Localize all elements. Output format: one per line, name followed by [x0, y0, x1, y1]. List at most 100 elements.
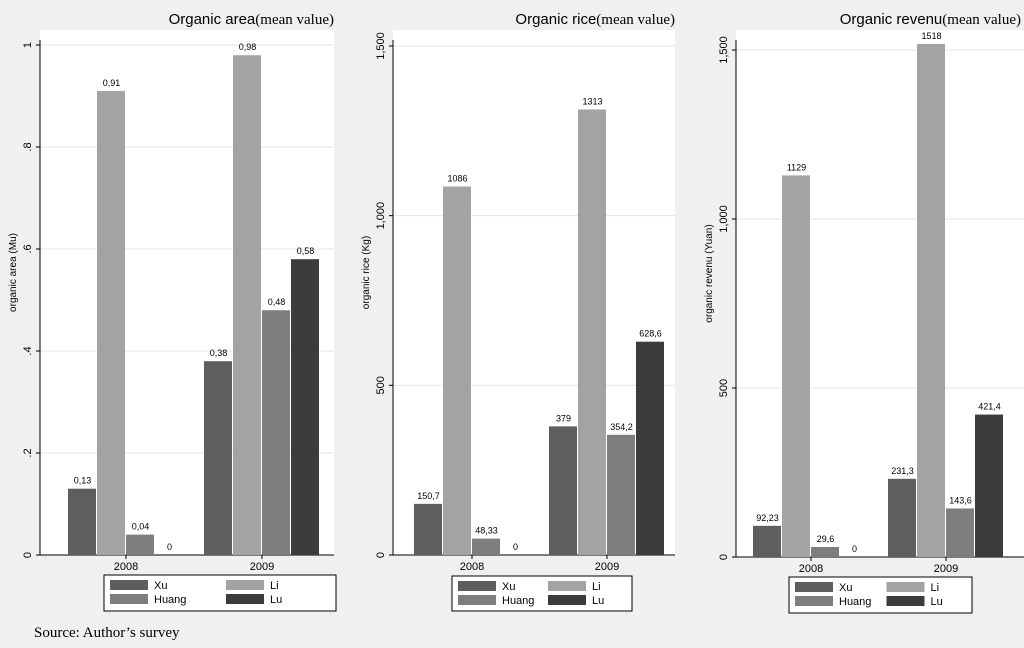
- legend-label-li: Li: [270, 580, 279, 592]
- legend-label-huang: Huang: [502, 595, 534, 607]
- legend-swatch-huang: [110, 594, 148, 604]
- y-tick-label: 0: [718, 554, 730, 560]
- legend-swatch-li: [226, 580, 264, 590]
- y-tick-label: .6: [22, 244, 34, 253]
- legend-label-xu: Xu: [502, 581, 515, 593]
- data-label: 0: [513, 542, 518, 552]
- bar-huang-2009: [946, 508, 974, 557]
- data-label: 379: [556, 413, 571, 423]
- legend-swatch-huang: [458, 595, 496, 605]
- data-label: 421,4: [978, 402, 1001, 412]
- bar-xu-2008: [68, 488, 96, 555]
- legend-label-xu: Xu: [839, 582, 852, 594]
- bar-li-2008: [782, 175, 810, 557]
- bar-huang-2009: [607, 434, 635, 555]
- chart-title-main: Organic rice: [515, 11, 596, 28]
- chart-panel-3: 0 500 1,000 1,500 organic revenu (Yuan) Organ…: [704, 11, 1024, 614]
- y-axis-label: organic revenu (Yuan): [704, 224, 715, 322]
- bar-huang-2008: [811, 546, 839, 557]
- bar-li-2008: [443, 186, 471, 555]
- legend-swatch-xu: [110, 580, 148, 590]
- chart-title-suffix: (mean value): [596, 12, 675, 28]
- bar-xu-2008: [753, 525, 781, 557]
- chart-title-suffix: (mean value): [942, 12, 1021, 28]
- legend-swatch-li: [886, 582, 925, 592]
- bar-li-2008: [97, 90, 125, 556]
- y-tick-label: 0: [22, 552, 34, 558]
- legend-label-li: Li: [931, 582, 940, 594]
- chart-panel-2: 0 500 1,000 1,500 organic rice (Kg) Organic r…: [361, 11, 675, 612]
- y-axis-label: organic area (Mu): [8, 233, 19, 312]
- data-label: 231,3: [891, 466, 914, 476]
- y-tick-label: .8: [22, 142, 34, 151]
- bar-li-2009: [578, 109, 606, 556]
- data-label: 143,6: [949, 495, 972, 505]
- legend-label-huang: Huang: [839, 596, 871, 608]
- data-label: 1313: [582, 96, 602, 106]
- y-tick-label: .4: [22, 346, 34, 355]
- bar-li-2009: [233, 55, 261, 555]
- legend-swatch-xu: [458, 581, 496, 591]
- y-tick-label: 1,000: [718, 205, 730, 233]
- legend-swatch-xu: [795, 582, 833, 592]
- bar-lu-2009: [291, 259, 319, 555]
- legend-swatch-lu: [548, 595, 586, 605]
- data-label: 150,7: [417, 491, 440, 501]
- x-tick-label: 2009: [934, 563, 958, 575]
- data-label: 1086: [447, 173, 467, 183]
- data-label: 0,04: [132, 522, 150, 532]
- x-tick-label: 2009: [250, 561, 274, 573]
- bar-lu-2009: [636, 341, 664, 555]
- chart-title: Organic rice(mean value): [515, 11, 675, 28]
- data-label: 1518: [921, 31, 941, 41]
- data-label: 0,98: [239, 42, 257, 52]
- legend-label-lu: Lu: [592, 595, 604, 607]
- legend-swatch-huang: [795, 596, 833, 606]
- x-tick-label: 2009: [595, 561, 619, 573]
- legend-swatch-lu: [226, 594, 264, 604]
- y-tick-label: 0: [375, 552, 387, 558]
- chart-panel-1: 0 .2 .4 .6 .8 1 organic area (Mu) Organic area(…: [8, 11, 337, 612]
- x-tick-label: 2008: [799, 563, 823, 575]
- y-tick-label: 1,000: [375, 202, 387, 230]
- bar-li-2009: [917, 43, 945, 557]
- data-label: 0: [167, 542, 172, 552]
- data-label: 0,13: [74, 476, 92, 486]
- y-tick-label: 1,500: [718, 36, 730, 64]
- bar-huang-2008: [126, 534, 154, 555]
- data-label: 0,38: [210, 348, 228, 358]
- y-tick-label: 500: [375, 376, 387, 394]
- data-label: 0,91: [103, 78, 121, 88]
- legend-swatch-lu: [886, 596, 925, 606]
- data-label: 48,33: [475, 526, 498, 536]
- data-label: 0: [852, 544, 857, 554]
- y-tick-label: 500: [718, 379, 730, 397]
- data-label: 0,48: [268, 297, 286, 307]
- y-tick-label: 1,500: [375, 32, 387, 60]
- data-label: 1129: [787, 162, 806, 172]
- chart-title-main: Organic area: [169, 11, 256, 28]
- bar-xu-2009: [888, 478, 916, 557]
- bar-xu-2008: [414, 503, 442, 555]
- data-label: 92,23: [756, 513, 779, 523]
- y-tick-label: .2: [22, 448, 34, 457]
- bar-lu-2009: [975, 414, 1003, 557]
- bar-huang-2008: [472, 538, 500, 555]
- x-tick-label: 2008: [460, 561, 484, 573]
- legend-label-huang: Huang: [154, 594, 186, 606]
- y-tick-label: 1: [22, 42, 34, 48]
- chart-title: Organic area(mean value): [169, 11, 334, 28]
- y-axis-label: organic rice (Kg): [361, 236, 372, 309]
- data-label: 354,2: [610, 422, 633, 432]
- data-label: 628,6: [639, 329, 662, 339]
- x-tick-label: 2008: [114, 561, 138, 573]
- data-label: 29,6: [817, 534, 835, 544]
- legend-label-lu: Lu: [931, 596, 943, 608]
- source-note: Source: Author’s survey: [34, 625, 180, 641]
- bar-xu-2009: [204, 361, 232, 555]
- chart-title-main: Organic revenu: [840, 11, 943, 28]
- legend-label-lu: Lu: [270, 594, 282, 606]
- bar-huang-2009: [262, 310, 290, 555]
